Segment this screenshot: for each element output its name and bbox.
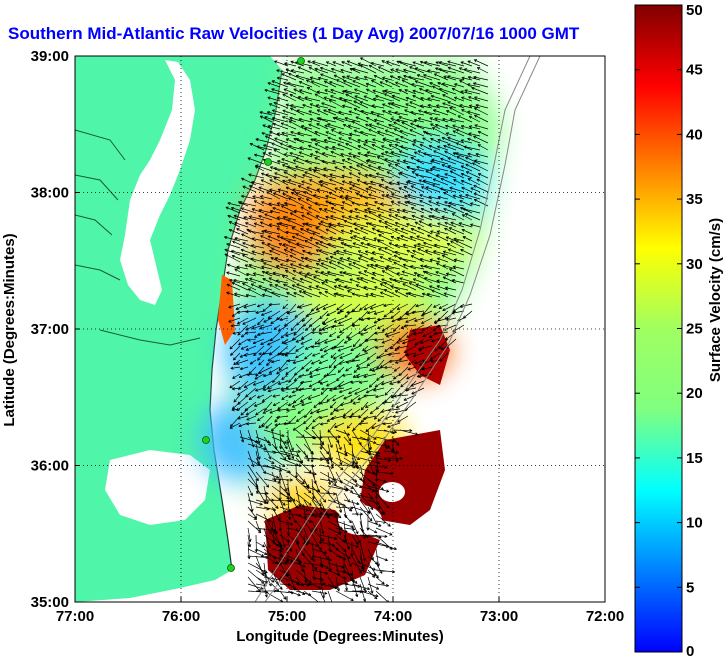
map-area [75, 56, 605, 602]
colorbar-tick-label: 35 [686, 191, 703, 208]
x-axis-ticks: 77:00 76:00 75:00 74:00 73:00 72:00 [56, 597, 624, 625]
x-tick-label: 74:00 [374, 608, 412, 625]
station-marker [227, 564, 235, 572]
y-tick-label: 35:00 [31, 594, 69, 611]
x-tick-label: 77:00 [56, 608, 94, 625]
y-axis-label: Latitude (Degrees:Minutes) [1, 233, 18, 426]
colorbar-tick-label: 0 [686, 643, 694, 659]
colorbar-ticks: 0 5 10 15 20 25 30 35 40 45 50 [635, 2, 703, 659]
colorbar-tick-label: 5 [686, 579, 694, 596]
y-tick-label: 36:00 [31, 458, 69, 475]
colorbar-tick-label: 10 [686, 515, 703, 532]
station-marker [297, 57, 305, 65]
x-tick-label: 72:00 [586, 608, 624, 625]
pamlico-sound [105, 450, 210, 525]
x-axis-label: Longitude (Degrees:Minutes) [236, 628, 444, 645]
colorbar-label: Surface Velocity (cm/s) [707, 218, 724, 382]
station-marker [264, 158, 272, 166]
inlet-1 [75, 129, 201, 346]
chesapeake-bay [120, 60, 195, 305]
colorbar-tick-label: 40 [686, 126, 703, 143]
map-title: Southern Mid-Atlantic Raw Velocities (1 … [8, 24, 580, 43]
colorbar-tick-label: 50 [686, 2, 703, 19]
colorbar-tick-label: 45 [686, 62, 703, 79]
velocity-arrow-set [223, 57, 489, 602]
x-tick-label: 73:00 [480, 608, 518, 625]
x-tick-label: 75:00 [268, 608, 306, 625]
colorbar-tick-label: 30 [686, 256, 703, 273]
station-marker [202, 436, 210, 444]
x-tick-label: 76:00 [162, 608, 200, 625]
colorbar-tick-label: 15 [686, 450, 703, 467]
map-grid [75, 56, 605, 602]
colorbar-tick-label: 20 [686, 385, 703, 402]
y-tick-label: 37:00 [31, 321, 69, 338]
colorbar-tick-label: 25 [686, 321, 703, 338]
y-tick-label: 38:00 [31, 185, 69, 202]
delmarva-island [198, 58, 268, 270]
y-tick-label: 39:00 [31, 48, 69, 65]
y-axis-ticks: 39:00 38:00 37:00 36:00 35:00 [31, 48, 80, 611]
velocity-vectors [223, 57, 489, 602]
colorbar [634, 4, 683, 653]
isobath-contour [254, 56, 541, 602]
